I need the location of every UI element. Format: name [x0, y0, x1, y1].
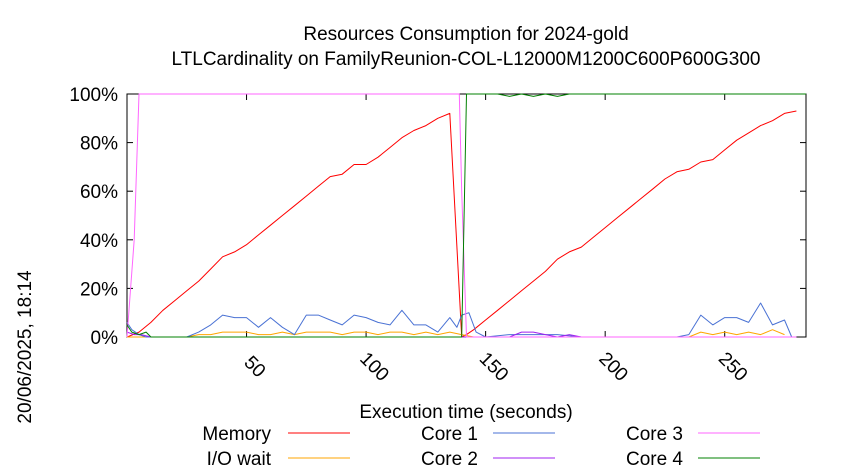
x-tick-label: 50 — [240, 352, 270, 382]
plot-border — [126, 93, 807, 338]
legend-label-i-o-wait: I/O wait — [207, 449, 272, 470]
series-line-core-1 — [126, 302, 793, 338]
legend-label-core-1: Core 1 — [421, 424, 478, 445]
series-line-core-4 — [126, 93, 806, 338]
x-tick-label: 250 — [714, 348, 751, 385]
series-line-core-3 — [126, 93, 797, 338]
x-axis-label: Execution time (seconds) — [359, 402, 572, 423]
y-tick-label: 0% — [91, 328, 119, 349]
plot-frame — [126, 93, 807, 338]
series-line-i-o-wait — [127, 329, 785, 338]
y-tick-label: 100% — [69, 85, 118, 106]
series-lines — [126, 93, 806, 338]
timestamp-label: 20/06/2025, 18:14 — [15, 270, 36, 424]
y-tick-label: 80% — [80, 134, 118, 155]
x-tick-label: 100 — [355, 348, 392, 385]
series-line-memory — [126, 110, 797, 338]
legend-label-core-4: Core 4 — [626, 449, 683, 470]
chart-subtitle: LTLCardinality on FamilyReunion-COL-L120… — [172, 49, 761, 70]
x-tick-label: 150 — [475, 348, 512, 385]
legend: Memory I/O wait Core 1 Core 2 Core 3 Core 4 — [202, 424, 760, 470]
y-tick-label: 20% — [80, 279, 118, 300]
y-axis: 0% 20% 40% 60% 80% 100% — [69, 85, 806, 349]
legend-label-core-2: Core 2 — [421, 449, 478, 470]
y-tick-label: 60% — [80, 182, 118, 203]
x-tick-label: 200 — [594, 348, 631, 385]
legend-label-core-3: Core 3 — [626, 424, 683, 445]
chart-title: Resources Consumption for 2024-gold — [303, 24, 628, 45]
legend-label-memory: Memory — [202, 424, 271, 445]
y-tick-label: 40% — [80, 231, 118, 252]
x-axis: 50 100 150 200 250 — [240, 94, 751, 386]
